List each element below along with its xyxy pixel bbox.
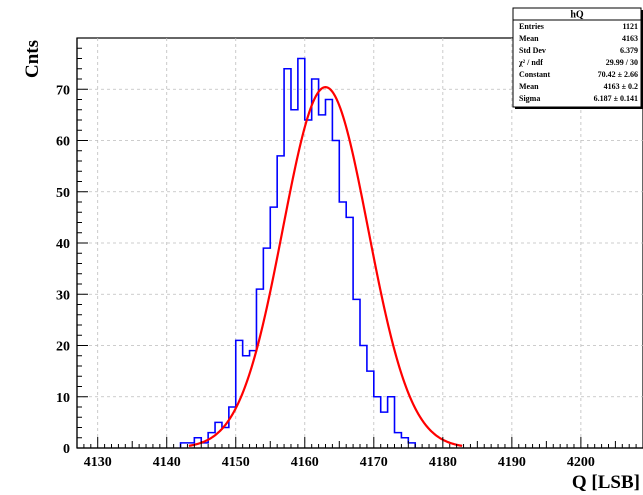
stats-row-value: 4163 ± 0.2 xyxy=(604,82,638,91)
y-tick-label: 60 xyxy=(56,135,70,150)
x-tick-label: 4170 xyxy=(360,455,388,470)
stats-row-label: Entries xyxy=(519,22,544,31)
y-tick-label: 50 xyxy=(56,186,70,201)
x-tick-label: 4160 xyxy=(291,455,319,470)
histogram-layer xyxy=(179,57,417,448)
stats-row-label: Std Dev xyxy=(519,46,546,55)
stats-box-frame xyxy=(512,7,642,108)
x-tick-label: 4190 xyxy=(498,455,526,470)
x-tick-label: 4130 xyxy=(84,455,112,470)
y-axis-title: Cnts xyxy=(22,40,43,78)
x-axis-title: Q [LSB] xyxy=(572,472,640,493)
stats-box: hQ Entries 1121 Mean 4163 Std Dev 6.379 χ² / nd… xyxy=(512,7,643,109)
fit-layer xyxy=(188,85,463,447)
y-tick-label: 10 xyxy=(56,391,70,406)
stats-row-label: Sigma xyxy=(519,94,540,103)
stats-row-label: Constant xyxy=(519,70,550,79)
y-tick-label: 30 xyxy=(56,288,70,303)
histogram-outline xyxy=(179,57,417,448)
stats-row-value: 6.187 ± 0.141 xyxy=(594,94,638,103)
axes: 4130 4140 4150 4160 4170 4180 4190 4200 0 10 20 30 4… xyxy=(56,37,643,470)
y-tick-label: 20 xyxy=(56,340,70,355)
stats-row-value: 29.99 / 30 xyxy=(606,58,638,67)
x-tick-label: 4180 xyxy=(429,455,457,470)
stats-row-value: 70.42 ± 2.66 xyxy=(598,70,638,79)
x-tick-label: 4200 xyxy=(567,455,595,470)
x-tick-label: 4150 xyxy=(222,455,250,470)
gaussian-fit-curve xyxy=(188,85,463,447)
stats-row-label: Mean xyxy=(519,34,539,43)
y-tick-label: 70 xyxy=(56,83,70,98)
y-tick-label: 0 xyxy=(63,442,70,457)
y-tick-label: 40 xyxy=(56,237,70,252)
stats-row-label: χ² / ndf xyxy=(518,58,543,67)
stats-row-value: 4163 xyxy=(622,34,638,43)
stats-row-label: Mean xyxy=(519,82,539,91)
stats-row-value: 6.379 xyxy=(620,46,638,55)
stats-row-value: 1121 xyxy=(622,22,638,31)
x-tick-label: 4140 xyxy=(153,455,181,470)
stats-box-title: hQ xyxy=(570,10,584,21)
